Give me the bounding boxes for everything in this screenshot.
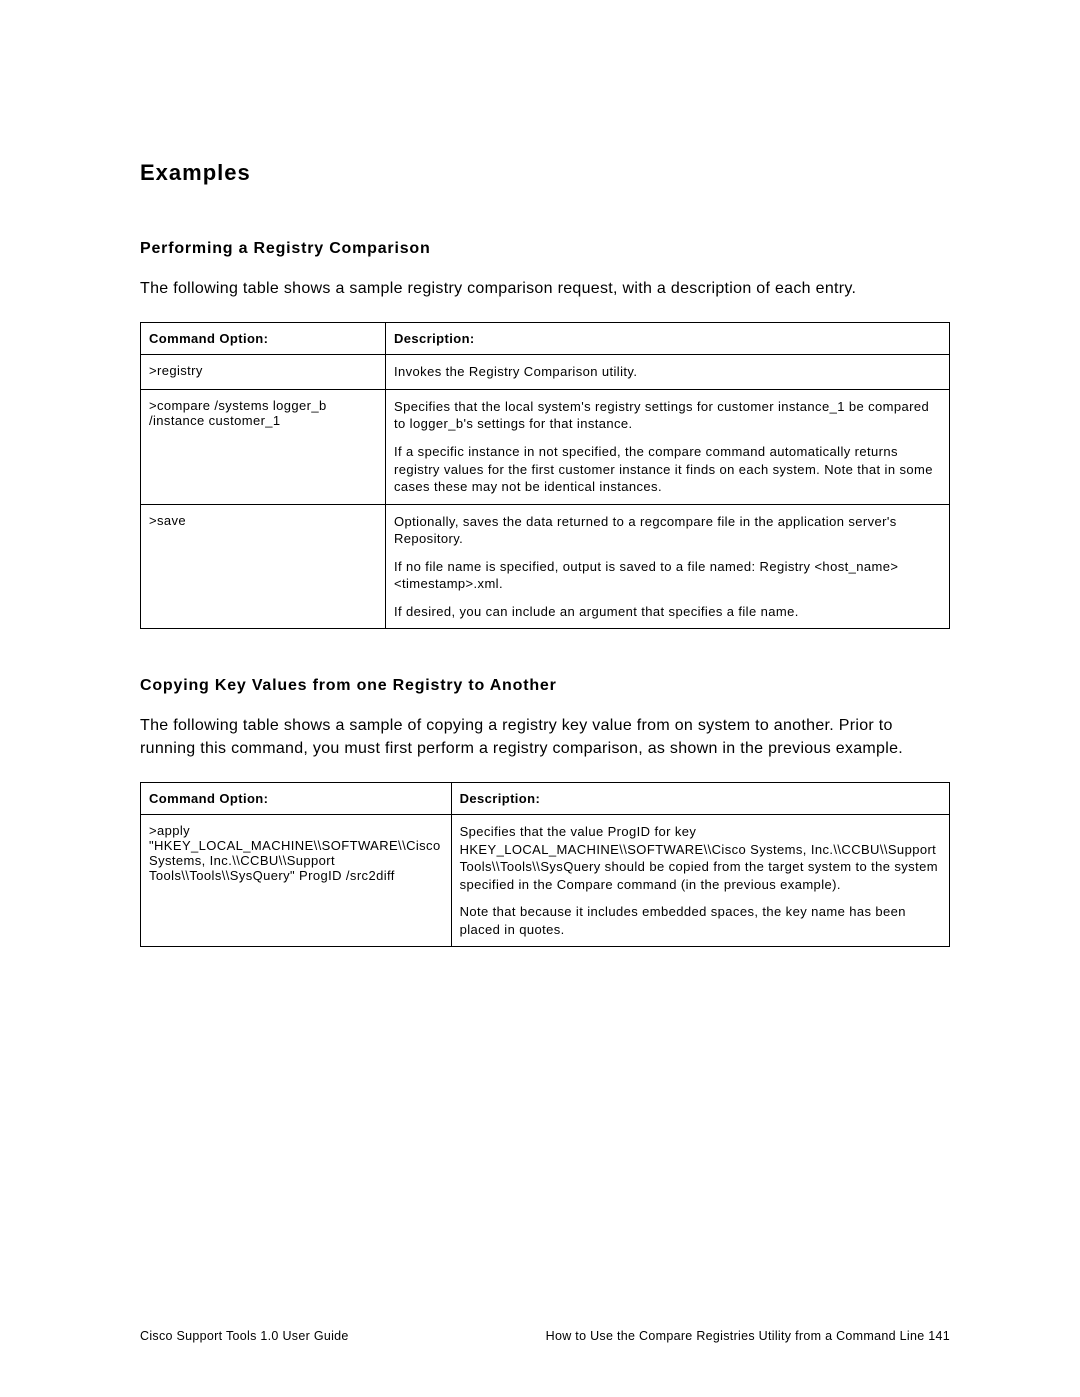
table-cell: Invokes the Registry Comparison utility. (386, 355, 950, 390)
table-row: Command Option: Description: (141, 783, 950, 815)
table-header-cell: Command Option: (141, 783, 452, 815)
footer-left: Cisco Support Tools 1.0 User Guide (140, 1329, 349, 1343)
table-cell: >apply "HKEY_LOCAL_MACHINE\\SOFTWARE\\Ci… (141, 815, 452, 947)
table-header-cell: Description: (451, 783, 949, 815)
table-header-cell: Command Option: (141, 323, 386, 355)
table-cell: Optionally, saves the data returned to a… (386, 504, 950, 629)
table-cell: Specifies that the value ProgID for key … (451, 815, 949, 947)
section1-intro: The following table shows a sample regis… (140, 278, 950, 300)
table-row: >save Optionally, saves the data returne… (141, 504, 950, 629)
table-cell: Specifies that the local system's regist… (386, 389, 950, 504)
page-heading: Examples (140, 160, 950, 186)
section2-intro: The following table shows a sample of co… (140, 715, 950, 760)
page-footer: Cisco Support Tools 1.0 User Guide How t… (140, 1329, 950, 1343)
table-row: >compare /systems logger_b /instance cus… (141, 389, 950, 504)
table-header-cell: Description: (386, 323, 950, 355)
table-cell: >compare /systems logger_b /instance cus… (141, 389, 386, 504)
table-cell: >save (141, 504, 386, 629)
table-copy-key-values: Command Option: Description: >apply "HKE… (140, 782, 950, 947)
table-registry-comparison: Command Option: Description: >registry I… (140, 322, 950, 629)
footer-right: How to Use the Compare Registries Utilit… (546, 1329, 950, 1343)
section1-title: Performing a Registry Comparison (140, 240, 950, 258)
section2-title: Copying Key Values from one Registry to … (140, 677, 950, 695)
table-row: >apply "HKEY_LOCAL_MACHINE\\SOFTWARE\\Ci… (141, 815, 950, 947)
table-row: >registry Invokes the Registry Compariso… (141, 355, 950, 390)
table-row: Command Option: Description: (141, 323, 950, 355)
table-cell: >registry (141, 355, 386, 390)
